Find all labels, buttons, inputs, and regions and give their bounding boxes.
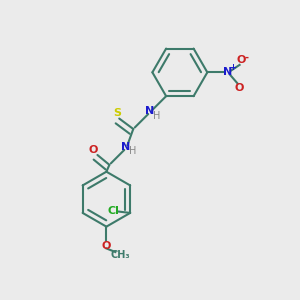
Text: H: H	[153, 111, 160, 121]
Text: CH₃: CH₃	[111, 250, 130, 260]
Text: S: S	[113, 109, 121, 118]
Text: +: +	[230, 63, 236, 72]
Text: N: N	[223, 68, 232, 77]
Text: H: H	[129, 146, 136, 156]
Text: -: -	[244, 53, 248, 63]
Text: O: O	[102, 241, 111, 251]
Text: N: N	[121, 142, 130, 152]
Text: O: O	[89, 145, 98, 155]
Text: O: O	[236, 55, 246, 65]
Text: O: O	[234, 83, 244, 93]
Text: Cl: Cl	[108, 206, 120, 216]
Text: N: N	[145, 106, 154, 116]
